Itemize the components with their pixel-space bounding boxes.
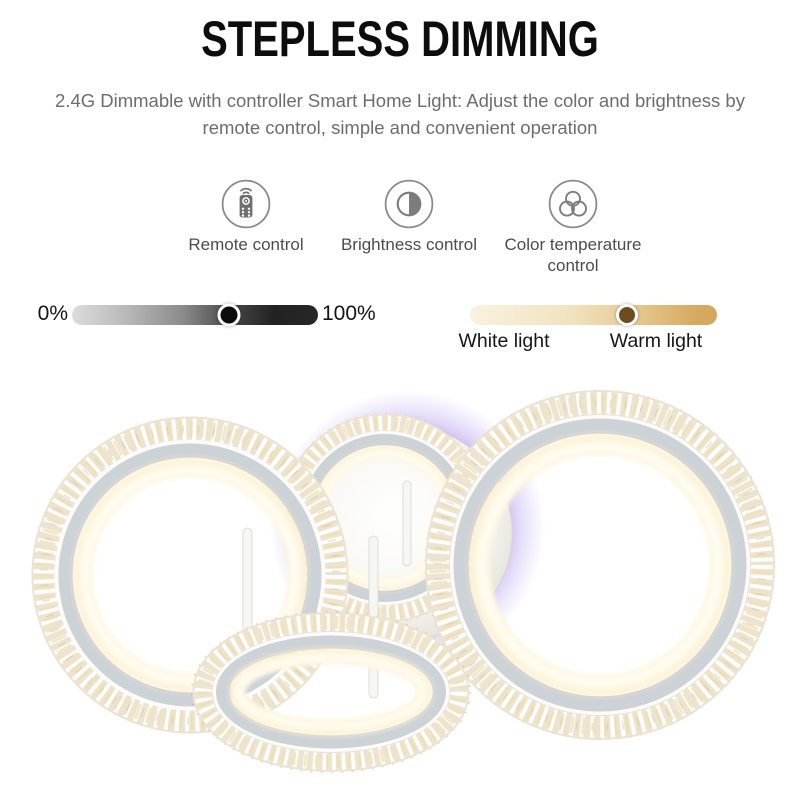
right-ring [424,389,776,741]
color-temperature-control-icon [548,179,598,229]
feature-label: Brightness control [340,235,478,254]
page-title: STEPLESS DIMMING [201,11,599,67]
bottom-ring [190,610,472,774]
brightness-control-icon [384,179,434,229]
remote-control-icon [221,179,271,229]
description-line-1: 2.4G Dimmable with controller Smart Home… [55,90,745,111]
brightness-min-label: 0% [37,302,68,325]
left-ring [31,416,349,734]
ceiling-lamp-photo [31,389,776,774]
color-temperature-slider-knob [615,304,638,326]
feature-brightness-control: Brightness control [329,179,489,255]
feature-color-temperature-control: Color temperature control [493,179,653,276]
feature-label: Remote control [188,235,304,254]
brightness-slider-knob [217,303,241,327]
warm-light-label: Warm light [609,330,703,352]
brightness-gradient-bar [72,303,318,327]
product-description: 2.4G Dimmable with controller Smart Home… [0,87,800,141]
description-line-2: remote control, simple and convenient op… [202,117,598,138]
white-light-label: White light [458,330,550,352]
brightness-max-label: 100% [322,302,376,325]
feature-remote-control: Remote control [166,179,326,255]
feature-label: Color temperature control [504,235,642,275]
color-temperature-gradient-bar [470,304,717,326]
